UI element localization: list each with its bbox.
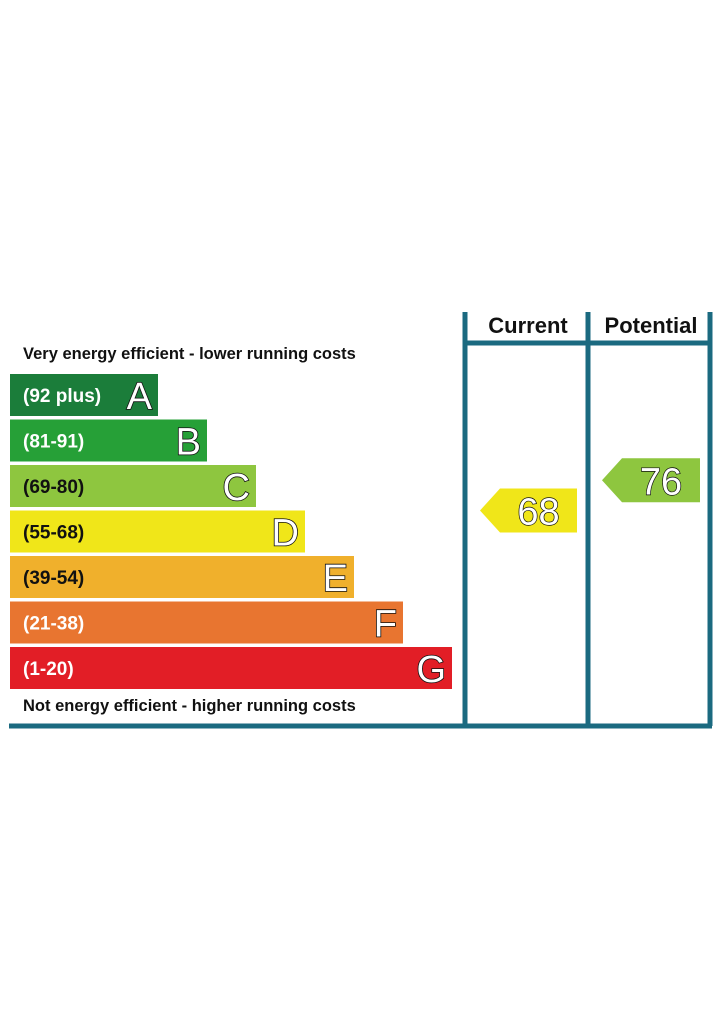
current-rating-arrow: 68	[480, 488, 577, 534]
band-c: (69-80) C	[10, 465, 256, 510]
band-bar-g	[10, 647, 452, 689]
potential-column-header: Potential	[605, 313, 698, 338]
band-g: (1-20) G	[10, 647, 452, 692]
potential-rating-value: 76	[640, 461, 682, 503]
band-letter: F	[374, 604, 397, 646]
band-range-label: (21-38)	[23, 614, 84, 635]
chart-frame	[9, 312, 713, 729]
band-letter: E	[323, 558, 348, 600]
band-letter: D	[272, 513, 299, 555]
top-caption: Very energy efficient - lower running co…	[23, 345, 356, 363]
band-e: (39-54) E	[10, 556, 354, 601]
band-bar-b	[10, 419, 207, 462]
band-range-label: (1-20)	[23, 659, 74, 680]
band-b: (81-91) B	[10, 419, 207, 464]
potential-rating-arrow: 76	[602, 458, 700, 504]
band-range-label: (55-68)	[23, 523, 84, 544]
band-letter: C	[223, 467, 250, 509]
bottom-caption: Not energy efficient - higher running co…	[23, 697, 356, 715]
band-bar-c	[10, 465, 256, 507]
band-a: (92 plus) A	[10, 374, 158, 419]
current-rating-value: 68	[517, 492, 559, 534]
band-range-label: (81-91)	[23, 432, 84, 453]
band-bar-a	[10, 374, 158, 416]
current-column-header: Current	[488, 313, 568, 338]
band-bar-e	[10, 556, 354, 598]
band-letter: B	[176, 422, 201, 464]
band-bar-d	[10, 510, 305, 553]
band-range-label: (92 plus)	[23, 386, 101, 407]
band-letter: A	[127, 376, 153, 418]
band-f: (21-38) F	[10, 601, 403, 646]
band-bar-f	[10, 601, 403, 644]
potential-arrow-shape	[602, 458, 700, 503]
band-letter: G	[416, 649, 446, 691]
band-range-label: (69-80)	[23, 477, 84, 498]
band-range-label: (39-54)	[23, 568, 84, 589]
rating-bands: (92 plus) A(81-91) B(69-80) C(55-68) D(39-54…	[10, 374, 452, 692]
band-d: (55-68) D	[10, 510, 305, 555]
current-arrow-shape	[480, 488, 577, 533]
rating-arrows: 68 76	[480, 458, 700, 534]
